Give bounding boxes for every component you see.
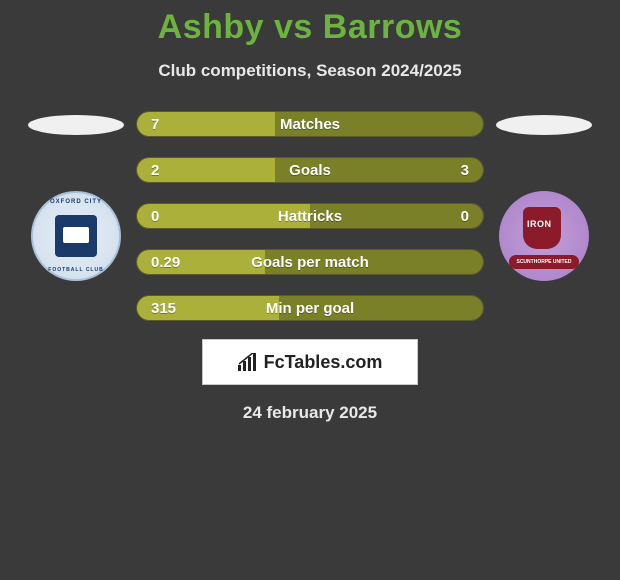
crest-band: SCUNTHORPE UNITED: [509, 255, 579, 269]
stat-label: Hattricks: [137, 204, 483, 229]
stat-right-value: 0: [461, 204, 469, 229]
stat-bar-hattricks: 0 Hattricks 0: [136, 203, 484, 229]
date-line: 24 february 2025: [0, 403, 620, 423]
brand-box[interactable]: FcTables.com: [202, 339, 418, 385]
stat-label: Matches: [137, 112, 483, 137]
chart-icon: [238, 353, 260, 371]
right-team-col: SCUNTHORPE UNITED: [484, 111, 604, 281]
left-team-crest: OXFORD CITY FOOTBALL CLUB: [31, 191, 121, 281]
stat-bar-goals: 2 Goals 3: [136, 157, 484, 183]
left-team-col: OXFORD CITY FOOTBALL CLUB: [16, 111, 136, 281]
brand-label: FcTables.com: [264, 352, 383, 373]
stat-bar-mpg: 315 Min per goal: [136, 295, 484, 321]
right-team-crest: SCUNTHORPE UNITED: [499, 191, 589, 281]
page-title: Ashby vs Barrows: [0, 0, 620, 47]
stat-bar-matches: 7 Matches: [136, 111, 484, 137]
crest-text-bottom: FOOTBALL CLUB: [33, 267, 119, 273]
stat-label: Min per goal: [137, 296, 483, 321]
subtitle: Club competitions, Season 2024/2025: [0, 61, 620, 81]
stat-label: Goals: [137, 158, 483, 183]
left-shadow: [28, 115, 124, 135]
comparison-row: OXFORD CITY FOOTBALL CLUB 7 Matches 2 Go…: [0, 111, 620, 321]
brand-text: FcTables.com: [238, 352, 383, 373]
stat-right-value: 3: [461, 158, 469, 183]
stats-bars: 7 Matches 2 Goals 3 0 Hattricks 0 0.29 G…: [136, 111, 484, 321]
stat-label: Goals per match: [137, 250, 483, 275]
stat-bar-gpm: 0.29 Goals per match: [136, 249, 484, 275]
crest-text-top: OXFORD CITY: [33, 199, 119, 205]
right-shadow: [496, 115, 592, 135]
